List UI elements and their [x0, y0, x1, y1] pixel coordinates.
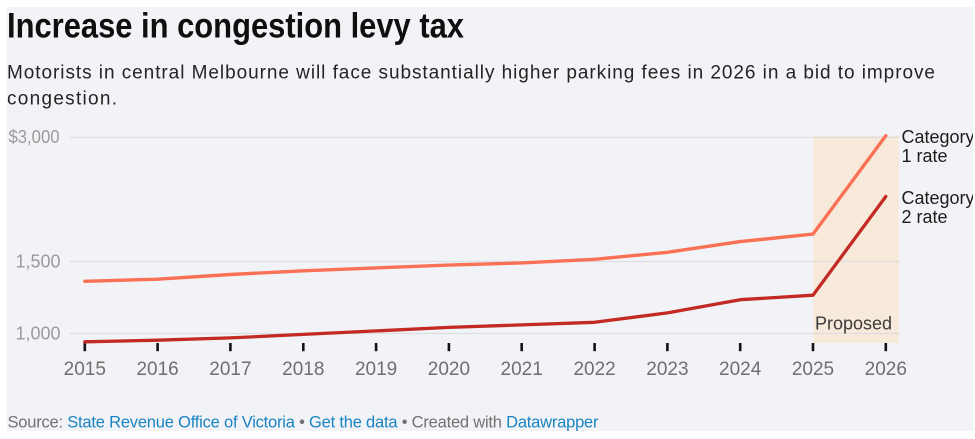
svg-text:2015: 2015 — [64, 359, 106, 380]
svg-text:1,500: 1,500 — [15, 252, 60, 272]
svg-text:congestion.: congestion. — [7, 88, 117, 109]
svg-text:Increase in congestion levy ta: Increase in congestion levy tax — [7, 7, 464, 46]
svg-text:Motorists in central Melbourne: Motorists in central Melbourne will face… — [7, 63, 935, 84]
svg-text:2 rate: 2 rate — [902, 207, 948, 227]
svg-text:2017: 2017 — [209, 359, 251, 380]
svg-text:1,000: 1,000 — [15, 324, 60, 344]
svg-text:2018: 2018 — [282, 359, 324, 380]
svg-text:Category: Category — [902, 188, 975, 208]
svg-text:Proposed: Proposed — [815, 313, 892, 333]
svg-text:1 rate: 1 rate — [902, 146, 948, 166]
svg-text:2019: 2019 — [355, 359, 397, 380]
svg-text:2016: 2016 — [136, 359, 178, 380]
svg-text:2020: 2020 — [428, 359, 470, 380]
svg-text:$3,000: $3,000 — [9, 127, 60, 147]
svg-text:2025: 2025 — [792, 359, 834, 380]
svg-text:2022: 2022 — [573, 359, 615, 380]
svg-text:Source: State Revenue Office o: Source: State Revenue Office of Victoria… — [8, 413, 600, 431]
svg-text:2023: 2023 — [646, 359, 688, 380]
svg-text:2026: 2026 — [865, 359, 907, 380]
svg-text:Category: Category — [902, 127, 975, 147]
svg-text:2021: 2021 — [501, 359, 543, 380]
svg-text:2024: 2024 — [719, 359, 762, 380]
